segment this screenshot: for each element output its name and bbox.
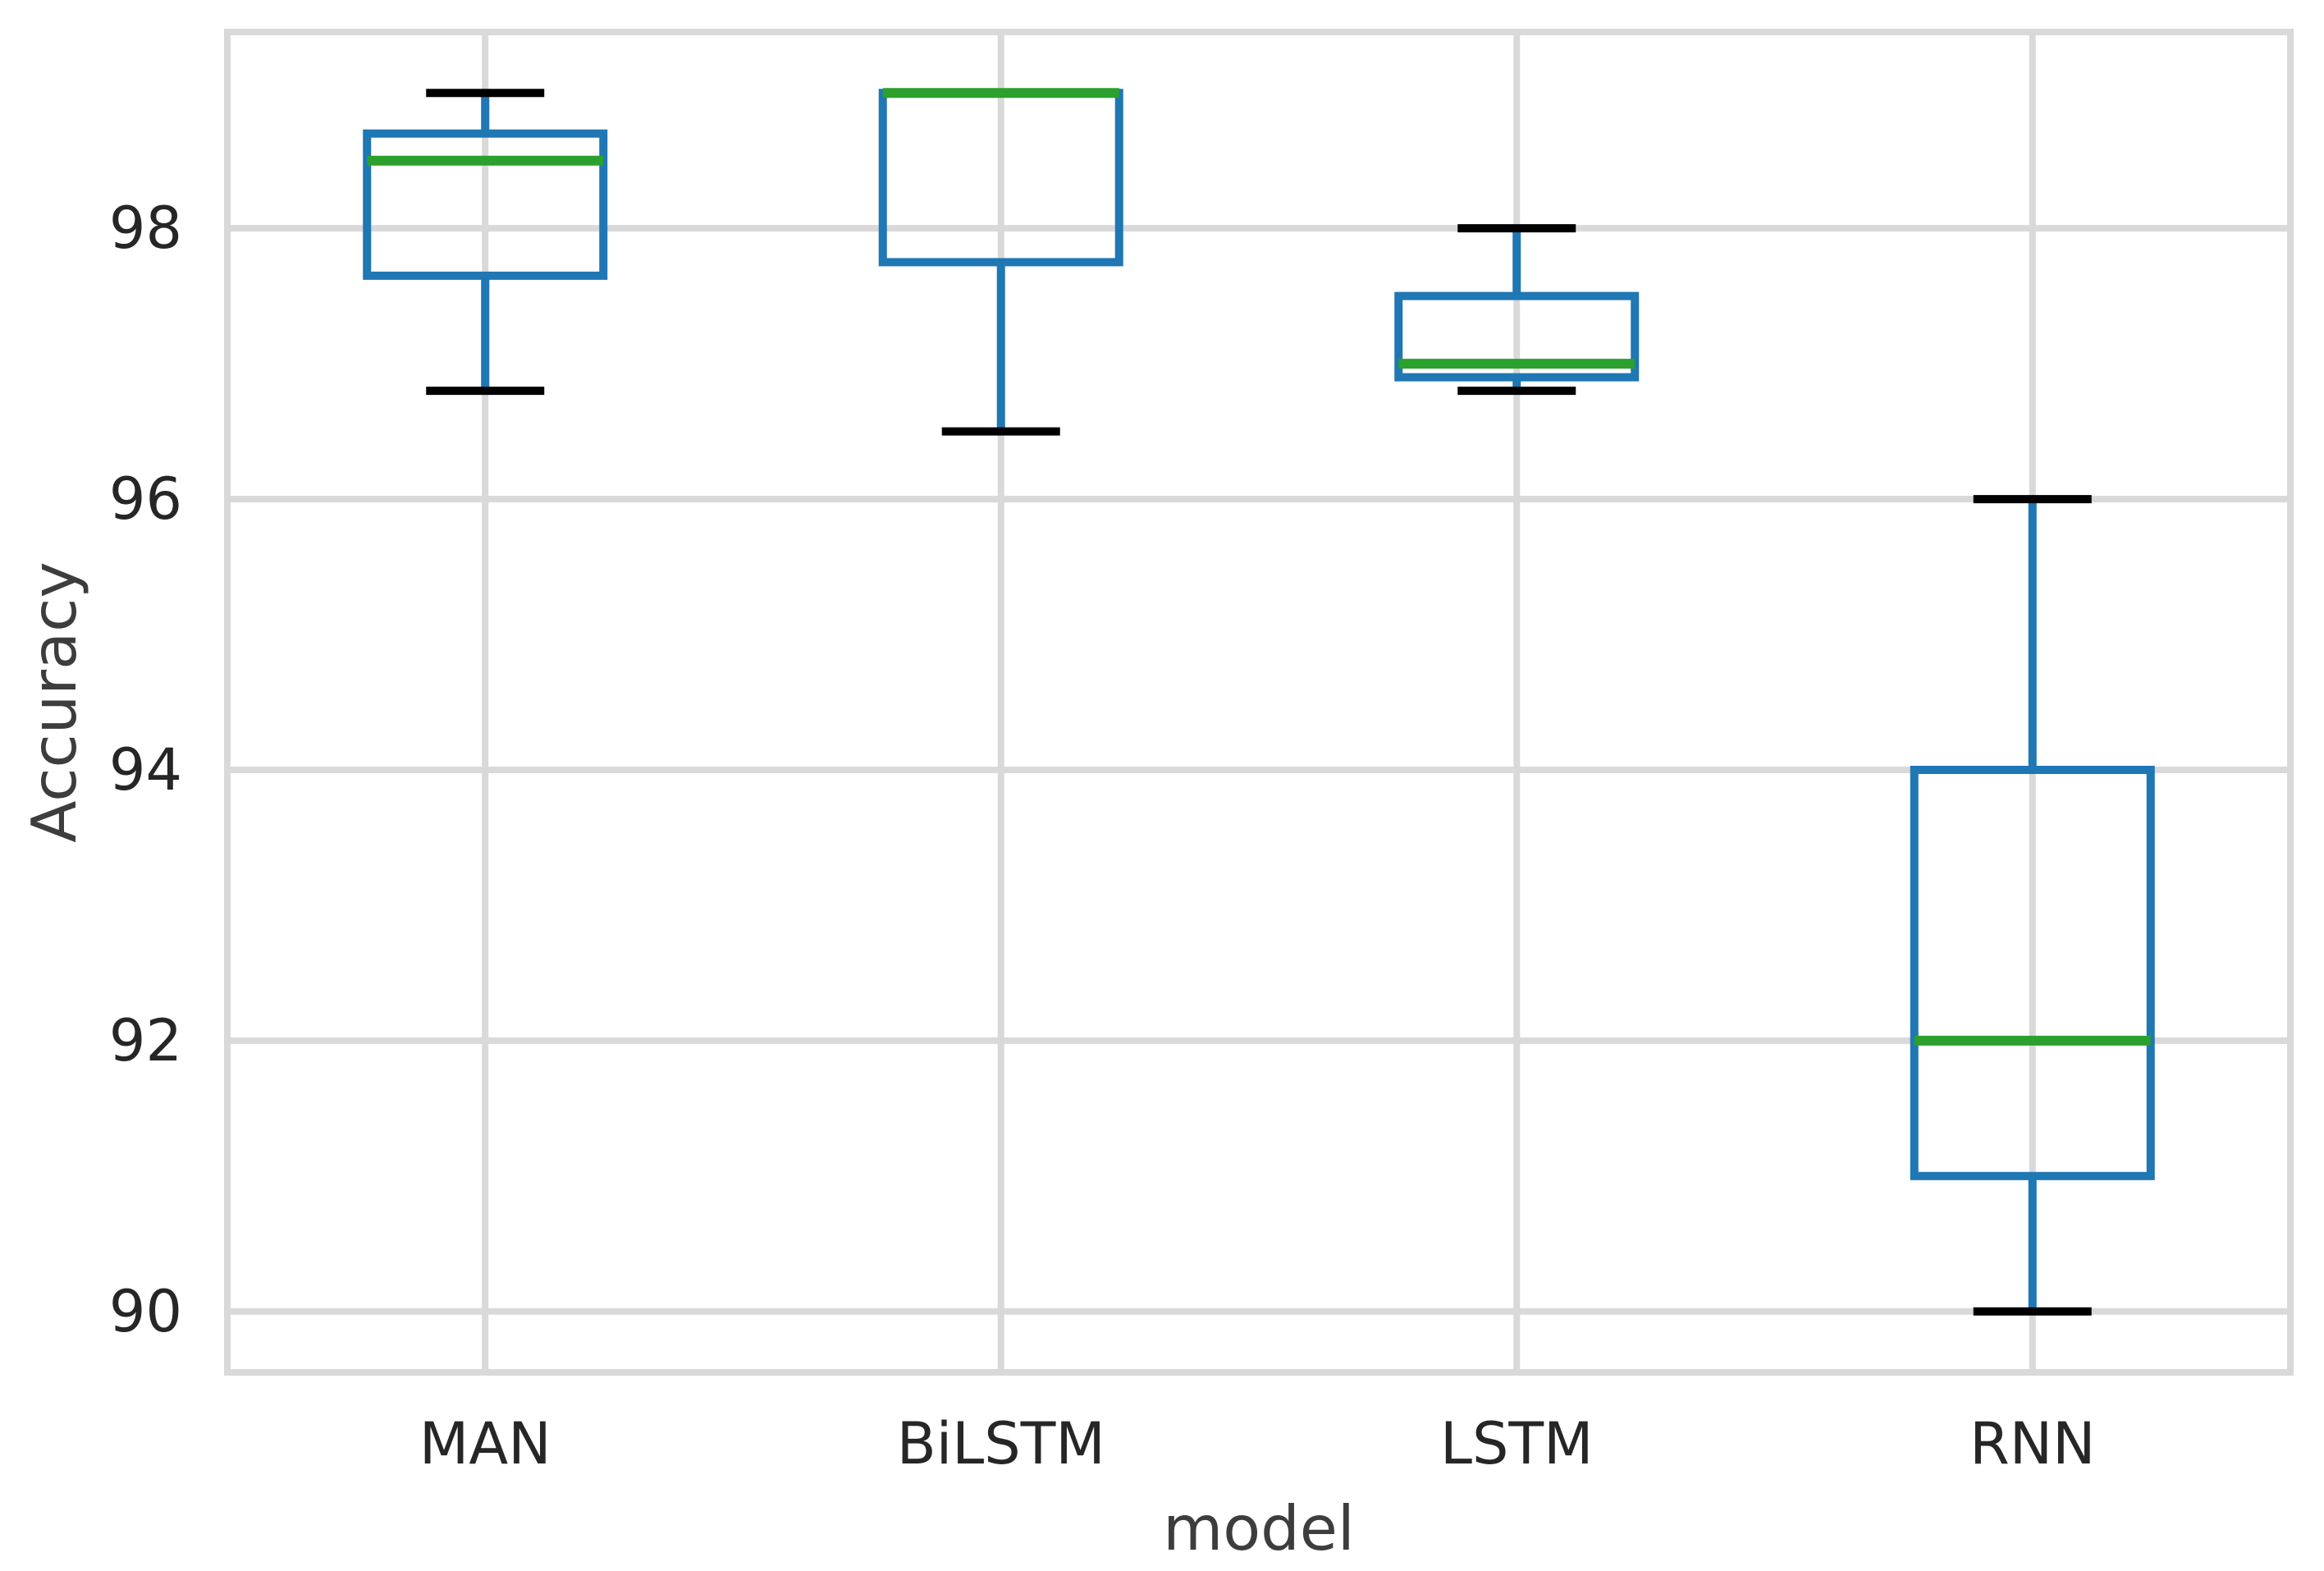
x-tick-label-BiLSTM: BiLSTM bbox=[897, 1410, 1105, 1477]
y-tick-label-90: 90 bbox=[109, 1278, 182, 1345]
x-axis-label: model bbox=[1163, 1492, 1355, 1564]
plot-area bbox=[227, 32, 2290, 1372]
x-tick-label-MAN: MAN bbox=[419, 1410, 551, 1477]
x-tick-label-LSTM: LSTM bbox=[1440, 1410, 1594, 1477]
plot-border bbox=[224, 29, 2294, 1376]
y-tick-label-98: 98 bbox=[109, 195, 182, 262]
box-RNN bbox=[1910, 765, 2155, 1180]
y-tick-label-94: 94 bbox=[109, 736, 182, 804]
y-tick-label-92: 92 bbox=[109, 1007, 182, 1074]
y-tick-label-96: 96 bbox=[109, 465, 182, 533]
y-axis-label: Accuracy bbox=[18, 561, 90, 842]
box-LSTM bbox=[1394, 291, 1640, 382]
x-tick-label-RNN: RNN bbox=[1969, 1410, 2095, 1477]
box-MAN bbox=[363, 129, 608, 280]
